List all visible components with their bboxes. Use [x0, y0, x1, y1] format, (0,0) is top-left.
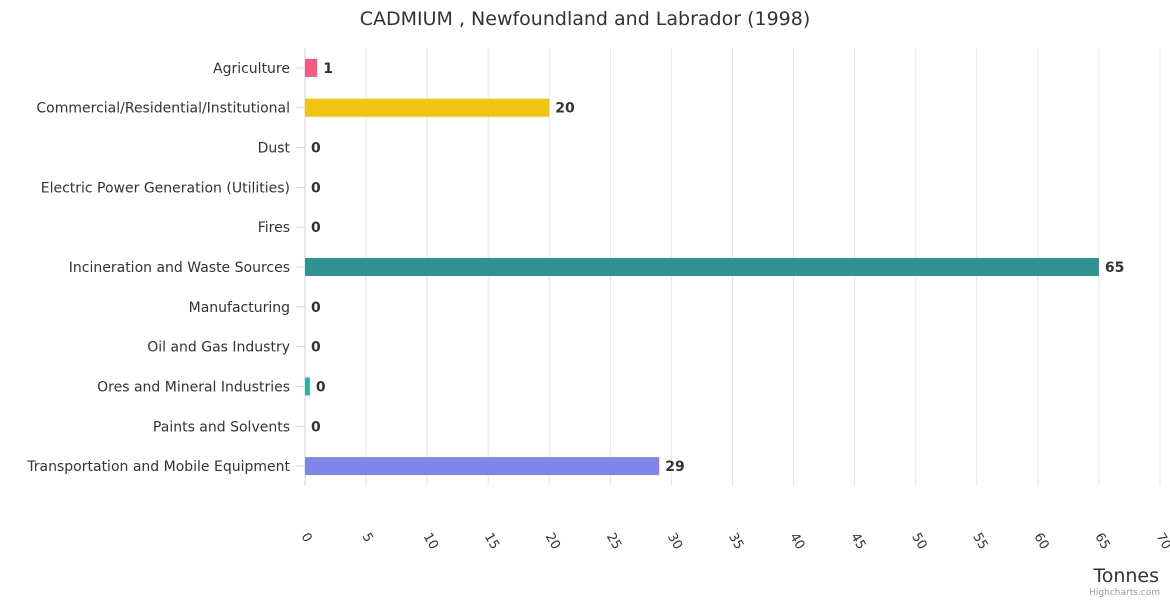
x-tick-label: 15 [481, 531, 502, 553]
x-tick-label: 20 [542, 531, 563, 553]
data-label: 1 [323, 61, 333, 77]
data-label: 0 [311, 141, 321, 157]
data-label: 0 [311, 180, 321, 196]
x-tick-label: 50 [908, 531, 929, 553]
bar[interactable] [305, 377, 310, 396]
bar[interactable] [305, 98, 550, 117]
category-label: Paints and Solvents [153, 419, 290, 435]
data-label: 20 [555, 101, 575, 117]
category-label: Fires [258, 220, 290, 236]
x-tick-label: 30 [664, 531, 685, 553]
category-label: Oil and Gas Industry [147, 340, 290, 356]
data-label: 29 [665, 459, 684, 475]
category-label: Incineration and Waste Sources [69, 260, 290, 276]
x-axis-ticks: 0 5 10 15 20 25 30 35 40 45 50 55 60 65 70 [298, 531, 1170, 553]
x-tick-label: 0 [298, 531, 315, 546]
x-tick-label: 65 [1091, 531, 1112, 553]
credits-link[interactable]: Highcharts.com [1089, 588, 1160, 598]
data-label: 0 [311, 300, 321, 316]
x-tick-label: 5 [359, 531, 376, 546]
data-label: 0 [311, 220, 321, 236]
x-tick-label: 25 [603, 531, 624, 553]
x-tick-label: 45 [847, 531, 868, 553]
x-tick-label: 35 [725, 531, 746, 553]
category-label: Transportation and Mobile Equipment [26, 459, 290, 475]
data-label: 0 [316, 379, 326, 395]
category-axis: Agriculture Commercial/Residential/Instit… [26, 48, 306, 486]
data-label: 65 [1105, 260, 1124, 276]
x-tick-label: 10 [420, 531, 441, 553]
x-tick-label: 55 [969, 531, 990, 553]
x-axis-title: Tonnes [1092, 565, 1159, 587]
category-label: Ores and Mineral Industries [97, 379, 290, 395]
category-label: Manufacturing [189, 300, 290, 316]
bar[interactable] [305, 58, 318, 77]
chart-title: CADMIUM , Newfoundland and Labrador (199… [360, 8, 811, 30]
bar[interactable] [305, 457, 660, 476]
x-tick-label: 40 [786, 531, 807, 553]
bars [305, 58, 1099, 476]
category-label: Agriculture [213, 61, 290, 77]
category-label: Commercial/Residential/Institutional [36, 101, 290, 117]
data-label: 0 [311, 419, 321, 435]
x-tick-label: 60 [1030, 531, 1051, 553]
category-label: Electric Power Generation (Utilities) [41, 180, 290, 196]
data-label: 0 [311, 340, 321, 356]
bar[interactable] [305, 258, 1099, 276]
data-labels: 1 20 0 0 0 65 0 0 0 0 29 [311, 61, 1124, 475]
x-tick-label: 70 [1153, 531, 1170, 553]
category-label: Dust [258, 141, 291, 157]
